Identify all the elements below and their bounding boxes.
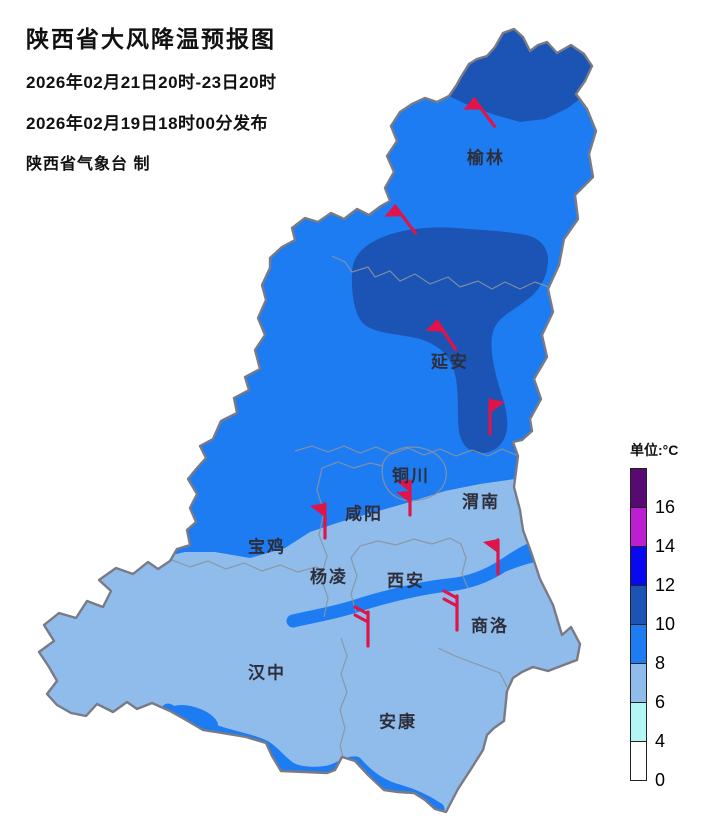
city-label: 安康	[379, 712, 417, 732]
city-label: 西安	[387, 571, 425, 591]
legend: 单位:°C 16 14 12 10 8 6 4 0	[630, 440, 700, 790]
legend-swatch	[630, 546, 647, 586]
forecast-period: 2026年02月21日20时-23日20时	[26, 73, 277, 92]
internal-borders	[171, 255, 550, 758]
wind-barb-icon	[442, 589, 459, 632]
title-block: 陕西省大风降温预报图 2026年02月21日20时-23日20时 2026年02…	[26, 20, 277, 174]
legend-swatch	[630, 507, 647, 547]
legend-row: 10	[630, 585, 675, 634]
city-label: 咸阳	[345, 504, 383, 524]
issuing-agency: 陕西省气象台 制	[26, 156, 151, 173]
legend-value: 12	[655, 575, 676, 595]
legend-row: 4	[630, 702, 665, 751]
issue-time: 2026年02月19日18时00分发布	[26, 114, 268, 133]
legend-row: 6	[630, 663, 665, 712]
legend-swatch	[630, 702, 647, 742]
legend-row: 16	[630, 468, 675, 517]
city-label: 铜川	[392, 466, 430, 486]
legend-value: 16	[655, 497, 676, 517]
city-label: 杨凌	[310, 567, 348, 587]
legend-row: 14	[630, 507, 675, 556]
zone-8-10-qinling-ribbon	[286, 536, 553, 628]
legend-swatch	[630, 663, 647, 703]
legend-swatch	[630, 741, 647, 781]
page-title: 陕西省大风降温预报图	[26, 26, 276, 52]
legend-row: 12	[630, 546, 675, 595]
legend-scale: 16 14 12 10 8 6 4 0	[630, 468, 700, 790]
legend-swatch	[630, 624, 647, 664]
legend-row: 0	[630, 741, 665, 790]
city-label: 商洛	[471, 616, 509, 636]
city-label: 榆林	[467, 148, 505, 168]
legend-title: 单位:°C	[630, 442, 679, 458]
legend-value: 6	[655, 692, 666, 712]
legend-value: 0	[655, 770, 666, 790]
wind-barb-icon	[396, 479, 412, 517]
legend-value: 4	[655, 731, 666, 751]
wind-barb-icon	[310, 502, 327, 540]
wind-barb-icon	[353, 605, 370, 648]
legend-value: 8	[655, 653, 666, 673]
city-label: 汉中	[248, 663, 286, 683]
wind-barb-icon	[463, 97, 497, 128]
legend-value: 10	[655, 614, 676, 634]
legend-swatch	[630, 585, 647, 625]
legend-swatch	[630, 468, 647, 508]
legend-row: 8	[630, 624, 665, 673]
wind-barb-icon	[488, 398, 505, 436]
wind-barbs-layer	[310, 97, 505, 648]
city-label: 宝鸡	[248, 537, 286, 557]
city-label: 渭南	[462, 492, 500, 512]
legend-value: 14	[655, 536, 676, 556]
wind-barb-icon	[483, 538, 500, 576]
province-border	[37, 27, 598, 814]
city-label: 延安	[431, 352, 469, 372]
zone-6-8-south	[39, 477, 596, 812]
wind-barb-icon	[384, 204, 418, 235]
wind-barb-icon	[425, 319, 458, 352]
